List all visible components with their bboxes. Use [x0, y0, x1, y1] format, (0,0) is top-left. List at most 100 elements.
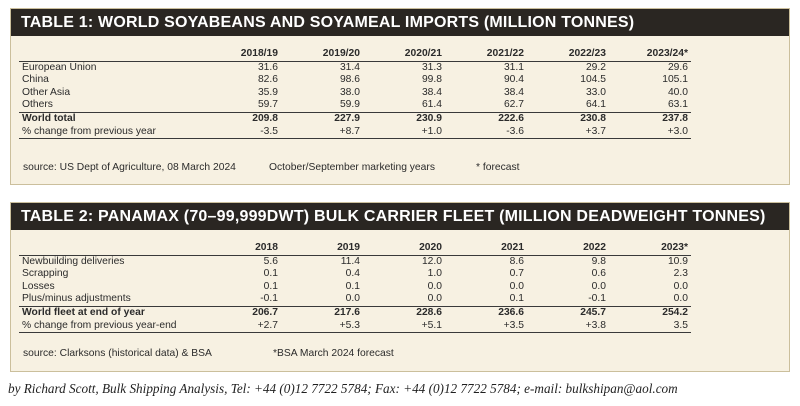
cell-value: 2.3: [673, 268, 688, 280]
cell-value: 3.5: [609, 319, 691, 334]
cell-value: 0.0: [673, 293, 688, 305]
row-label: World fleet at end of year: [19, 305, 199, 320]
table-row: Others 59.7 59.9 61.4 62.7 64.1 63.1: [19, 99, 691, 112]
table-1-header-row: 2018/19 2019/20 2020/21 2021/22 2022/23 …: [19, 48, 691, 62]
cell-value: +2.7: [199, 319, 281, 334]
table-2-note-forecast: *BSA March 2024 forecast: [273, 348, 394, 359]
table-1-col-header: 2022/23: [527, 48, 609, 62]
row-label: China: [22, 74, 49, 86]
cell-value: 10.9: [667, 255, 688, 267]
table-2-col-header: 2023*: [609, 242, 691, 256]
table-1-note-forecast: * forecast: [476, 162, 520, 173]
row-label: Others: [22, 99, 53, 111]
table-total-row: World total 209.8 227.9 230.9 222.6 230.…: [19, 111, 691, 126]
cell-value: 228.6: [363, 305, 445, 320]
cell-value: 59.9: [339, 99, 360, 111]
cell-value: +8.7: [281, 125, 363, 140]
cell-value: 0.1: [263, 268, 278, 280]
cell-value: 98.6: [339, 74, 360, 86]
table-1-col-header: 2021/22: [445, 48, 527, 62]
table-row: European Union 31.6 31.4 31.3 31.1 29.2 …: [19, 61, 691, 74]
cell-value: 31.6: [257, 61, 278, 73]
row-label: Losses: [22, 280, 55, 292]
cell-value: 29.6: [667, 61, 688, 73]
cell-value: -0.1: [588, 293, 606, 305]
cell-value: +1.0: [363, 125, 445, 140]
table-change-row: % change from previous year -3.5 +8.7 +1…: [19, 125, 691, 140]
table-2-header-row: 2018 2019 2020 2021 2022 2023*: [19, 242, 691, 256]
cell-value: 90.4: [503, 74, 524, 86]
cell-value: -3.6: [445, 125, 527, 140]
table-1-grid: 2018/19 2019/20 2020/21 2021/22 2022/23 …: [19, 48, 691, 140]
cell-value: 227.9: [281, 111, 363, 126]
table-row: Other Asia 35.9 38.0 38.4 38.4 33.0 40.0: [19, 87, 691, 100]
author-footer: by Richard Scott, Bulk Shipping Analysis…: [8, 381, 678, 396]
cell-value: +3.0: [609, 125, 691, 140]
cell-value: 61.4: [421, 99, 442, 111]
table-row: Scrapping 0.1 0.4 1.0 0.7 0.6 2.3: [19, 268, 691, 281]
cell-value: 236.6: [445, 305, 527, 320]
cell-value: 237.8: [609, 111, 691, 126]
row-label: Plus/minus adjustments: [22, 293, 131, 305]
cell-value: 38.4: [503, 86, 524, 98]
table-1-source: source: US Dept of Agriculture, 08 March…: [23, 162, 236, 173]
cell-value: 206.7: [199, 305, 281, 320]
cell-value: 105.1: [662, 74, 688, 86]
cell-value: 0.0: [427, 293, 442, 305]
table-row: Losses 0.1 0.1 0.0 0.0 0.0 0.0: [19, 281, 691, 294]
cell-value: 104.5: [580, 74, 606, 86]
cell-value: +3.7: [527, 125, 609, 140]
table-1-col-header: 2023/24*: [609, 48, 691, 62]
table-2-col-header: 2018: [199, 242, 281, 256]
cell-value: 222.6: [445, 111, 527, 126]
table-1-title: TABLE 1: WORLD SOYABEANS AND SOYAMEAL IM…: [11, 9, 789, 36]
cell-value: 0.0: [591, 280, 606, 292]
cell-value: +3.5: [445, 319, 527, 334]
cell-value: 62.7: [503, 99, 524, 111]
cell-value: 5.6: [263, 255, 278, 267]
table-2-title: TABLE 2: PANAMAX (70–99,999DWT) BULK CAR…: [11, 203, 789, 230]
cell-value: 0.1: [345, 280, 360, 292]
cell-value: 33.0: [585, 86, 606, 98]
cell-value: 254.2: [609, 305, 691, 320]
cell-value: +5.3: [281, 319, 363, 334]
table-change-row: % change from previous year-end +2.7 +5.…: [19, 319, 691, 334]
cell-value: 35.9: [257, 86, 278, 98]
cell-value: 217.6: [281, 305, 363, 320]
cell-value: 31.1: [503, 61, 524, 73]
cell-value: 0.1: [509, 293, 524, 305]
table-2-source: source: Clarksons (historical data) & BS…: [23, 348, 212, 359]
cell-value: -3.5: [199, 125, 281, 140]
cell-value: -0.1: [260, 293, 278, 305]
row-label: % change from previous year-end: [19, 319, 199, 334]
cell-value: 8.6: [509, 255, 524, 267]
cell-value: 31.4: [339, 61, 360, 73]
cell-value: 38.0: [339, 86, 360, 98]
cell-value: 31.3: [421, 61, 442, 73]
cell-value: 38.4: [421, 86, 442, 98]
cell-value: 11.4: [340, 255, 360, 267]
table-2-col-header: 2022: [527, 242, 609, 256]
cell-value: +3.8: [527, 319, 609, 334]
row-label: Scrapping: [22, 268, 69, 280]
table-1-col-header: 2018/19: [199, 48, 281, 62]
table-row: China 82.6 98.6 99.8 90.4 104.5 105.1: [19, 74, 691, 87]
cell-value: 0.0: [673, 280, 688, 292]
row-label: Other Asia: [22, 86, 71, 98]
row-label: Newbuilding deliveries: [22, 255, 125, 267]
table-1-col-header: 2020/21: [363, 48, 445, 62]
cell-value: 0.1: [263, 280, 278, 292]
table-2-panel: TABLE 2: PANAMAX (70–99,999DWT) BULK CAR…: [10, 202, 790, 372]
table-1-panel: TABLE 1: WORLD SOYABEANS AND SOYAMEAL IM…: [10, 8, 790, 185]
table-2-header-blank: [19, 242, 199, 256]
table-row: Plus/minus adjustments -0.1 0.0 0.0 0.1 …: [19, 293, 691, 306]
cell-value: 230.9: [363, 111, 445, 126]
cell-value: 63.1: [667, 99, 688, 111]
table-2-col-header: 2019: [281, 242, 363, 256]
cell-value: 82.6: [257, 74, 278, 86]
cell-value: 209.8: [199, 111, 281, 126]
cell-value: +5.1: [363, 319, 445, 334]
cell-value: 99.8: [421, 74, 442, 86]
cell-value: 230.8: [527, 111, 609, 126]
cell-value: 0.7: [509, 268, 524, 280]
